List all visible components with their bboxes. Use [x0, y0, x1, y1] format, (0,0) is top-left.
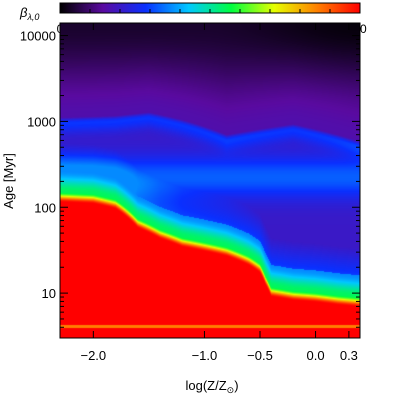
x-tick-label: −0.5 [247, 348, 273, 363]
y-axis-ticks: 10 100 1000 10000 [20, 29, 360, 339]
x-axis-label: log(Z/Z⊙) [185, 378, 238, 395]
x-tick-label: 0.0 [307, 348, 325, 363]
plot-area: −2.0 −1.0 −0.5 0.0 0.3 10 100 1000 10000 [20, 22, 361, 363]
y-tick-label: 10 [42, 286, 56, 301]
x-tick-label: −1.0 [192, 348, 218, 363]
y-axis-label: Age [Myr] [1, 153, 16, 209]
x-tick-label: −2.0 [80, 348, 106, 363]
colorbar-label-subscript: λ,0 [26, 12, 39, 22]
x-tick-label: 0.3 [340, 348, 358, 363]
plot-frame [59, 22, 361, 339]
x-axis-label-sun-symbol: ⊙ [227, 385, 235, 395]
y-tick-label: 100 [34, 200, 56, 215]
y-tick-label: 1000 [27, 114, 56, 129]
y-tick-label: 10000 [20, 29, 56, 44]
x-axis-ticks: −2.0 −1.0 −0.5 0.0 0.3 [80, 23, 358, 363]
heatmap-image [60, 23, 360, 338]
colorbar-label: βλ,0 [19, 5, 39, 22]
